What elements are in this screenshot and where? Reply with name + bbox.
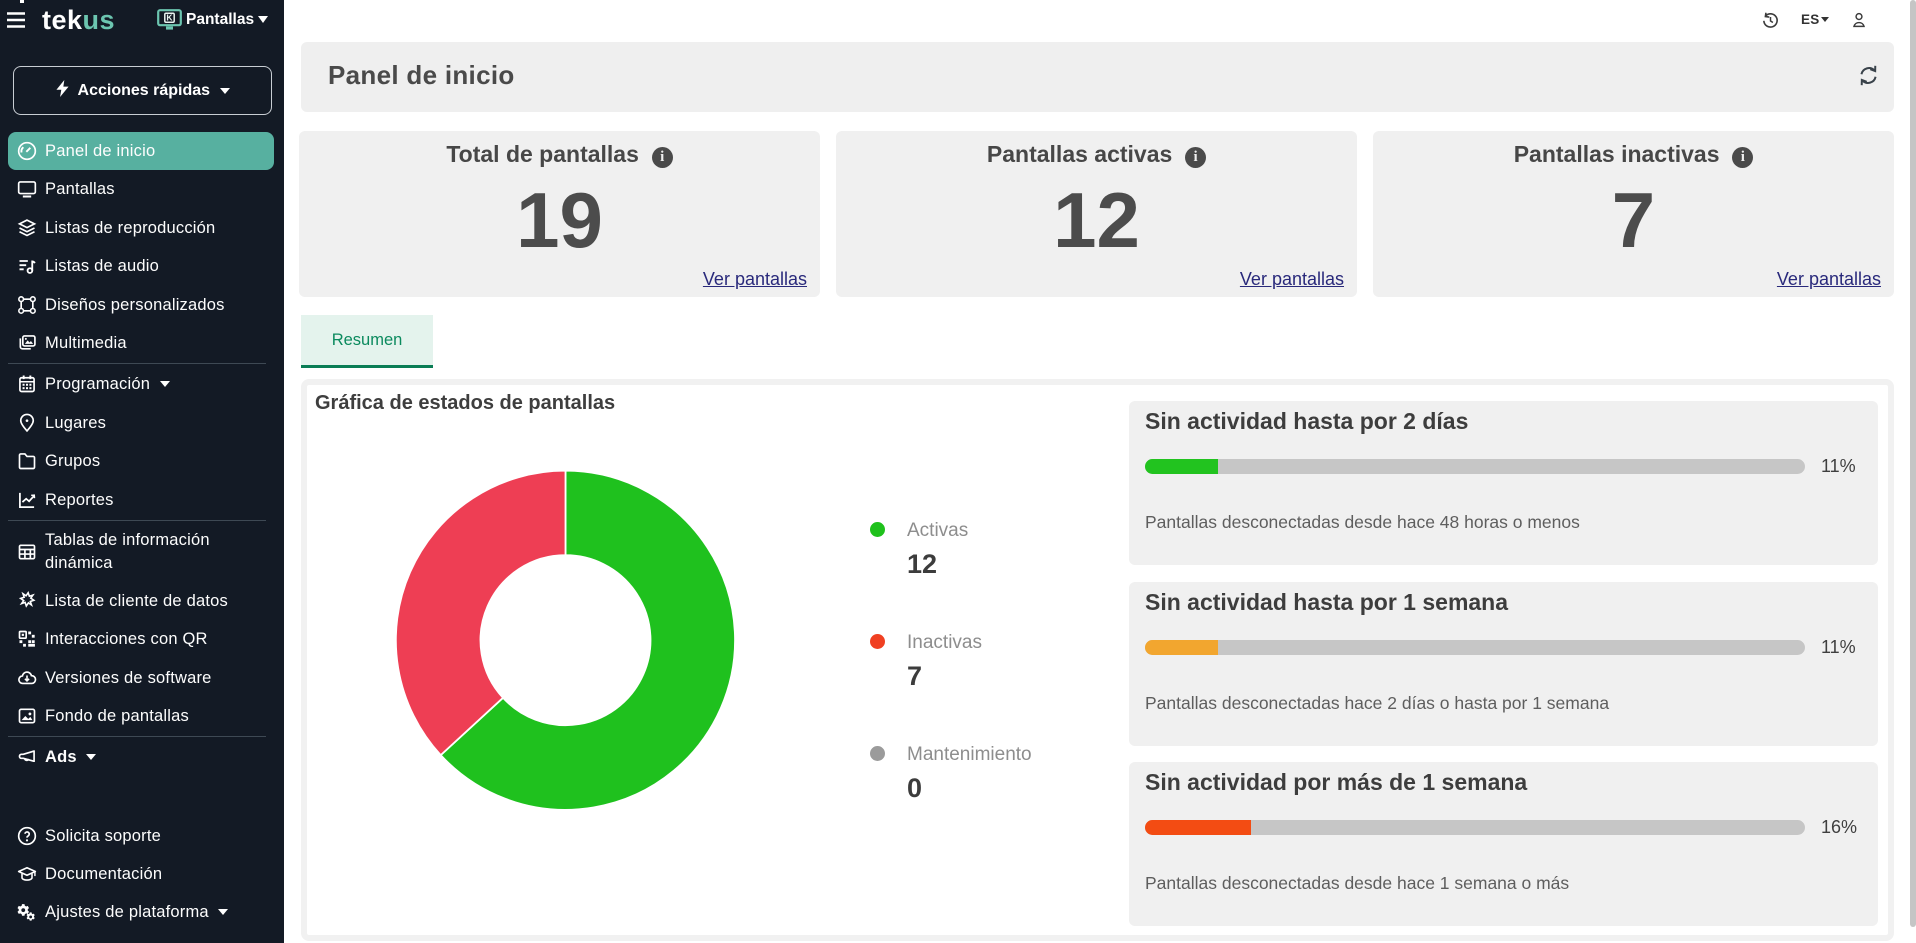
svg-text:K: K (166, 13, 173, 23)
